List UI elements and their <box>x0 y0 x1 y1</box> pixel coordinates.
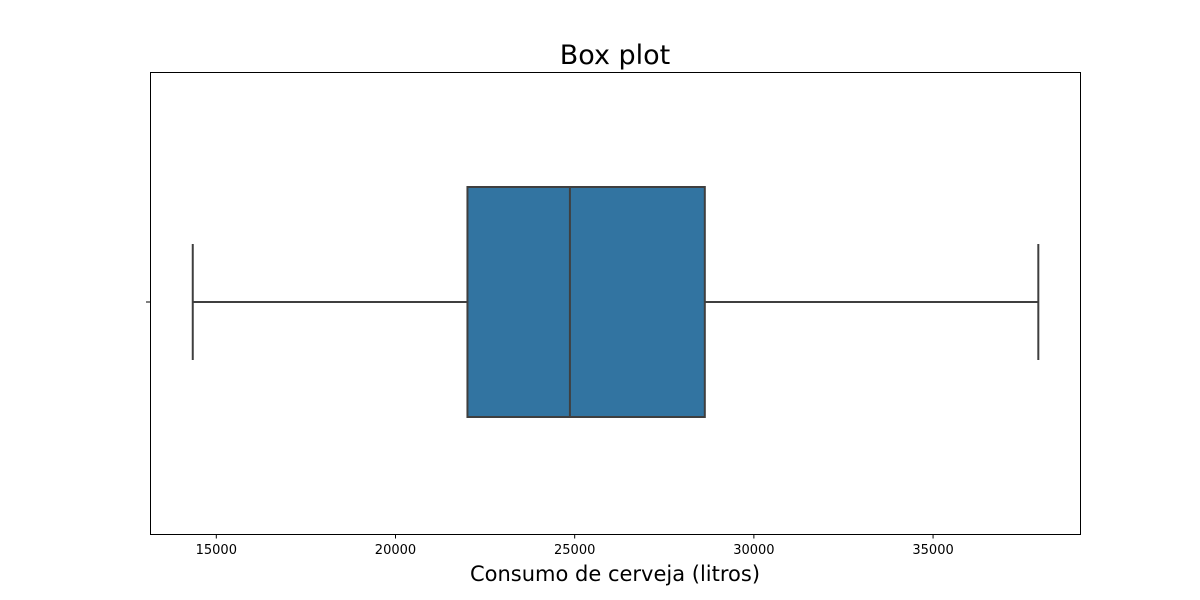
x-tick-label: 15000 <box>196 543 237 558</box>
x-axis-label: Consumo de cerveja (litros) <box>470 562 760 586</box>
box-plot-series <box>191 186 1040 418</box>
x-tick-label: 35000 <box>912 543 953 558</box>
x-axis-ticks: 15000 20000 25000 30000 35000 <box>196 534 954 558</box>
interquartile-box <box>466 186 706 418</box>
chart-title: Box plot <box>560 40 671 71</box>
x-tick-label: 25000 <box>554 543 595 558</box>
plot-area-frame <box>150 72 1081 535</box>
x-tick-label: 20000 <box>375 543 416 558</box>
x-tick-label: 30000 <box>733 543 774 558</box>
